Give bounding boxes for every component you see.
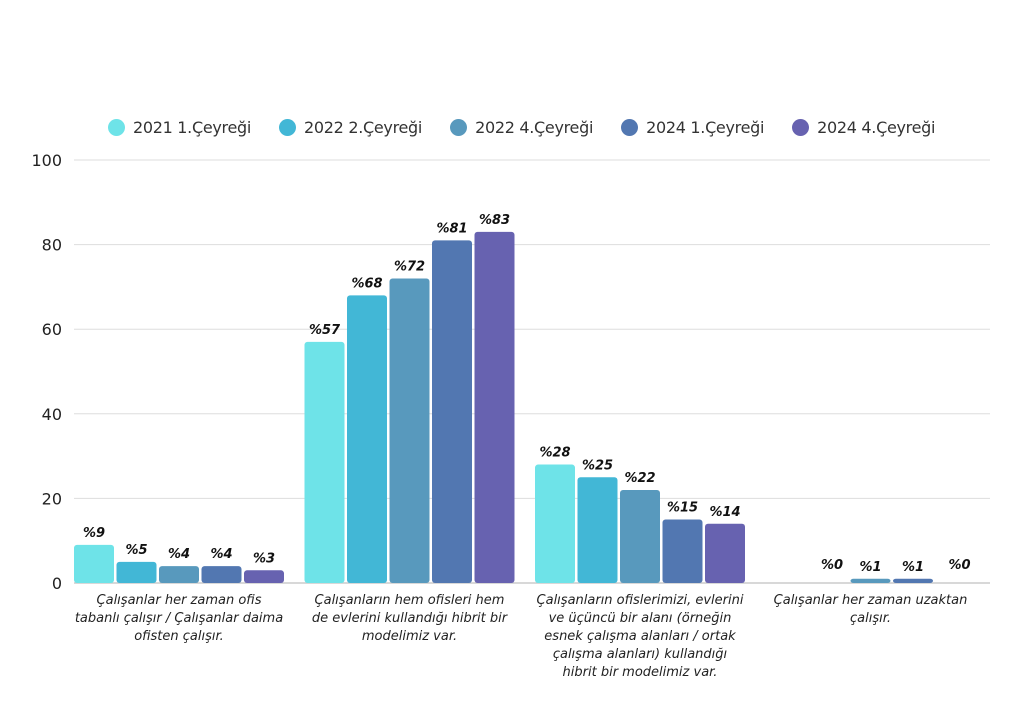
data-label: %15 xyxy=(667,501,698,516)
data-label: %14 xyxy=(709,505,740,520)
data-label: %28 xyxy=(539,446,570,461)
bar xyxy=(244,570,284,583)
data-label: %72 xyxy=(394,259,425,274)
data-label: %81 xyxy=(436,221,467,236)
legend-swatch xyxy=(279,119,297,136)
data-label: %1 xyxy=(902,560,924,575)
bar xyxy=(620,489,660,583)
bar xyxy=(159,566,199,583)
y-tick-label: 40 xyxy=(42,405,62,424)
legend-label: 2024 4.Çeyreği xyxy=(817,118,936,137)
data-label: %0 xyxy=(821,558,843,573)
bar xyxy=(347,295,387,583)
legend-label: 2022 4.Çeyreği xyxy=(475,118,594,137)
bar xyxy=(432,240,472,583)
x-category-label: Çalışanların hem ofisleri hem de evlerin… xyxy=(311,593,508,644)
bar xyxy=(705,523,745,583)
data-label: %4 xyxy=(168,547,190,562)
bar xyxy=(116,561,157,583)
data-label: %5 xyxy=(125,543,147,558)
data-label: %3 xyxy=(253,551,275,566)
bar xyxy=(662,519,703,583)
legend-item: 2022 4.Çeyreği xyxy=(450,118,593,137)
legend-swatch xyxy=(792,119,810,136)
data-label: %9 xyxy=(83,526,105,541)
x-category-label: Çalışanların ofislerimizi, evlerini ve ü… xyxy=(536,593,744,680)
legend-label: 2024 1.Çeyreği xyxy=(646,118,765,137)
y-tick-label: 20 xyxy=(42,489,62,508)
legend: 2021 1.Çeyreği 2022 2.Çeyreği 2022 4.Çeyre… xyxy=(108,118,963,137)
data-label: %0 xyxy=(948,558,970,573)
x-category-label: Çalışanlar her zaman uzaktan çalışır. xyxy=(773,593,968,626)
bar xyxy=(893,578,933,583)
data-label: %68 xyxy=(351,276,382,291)
bar xyxy=(304,341,345,583)
data-label: %25 xyxy=(582,458,613,473)
bar xyxy=(535,464,575,583)
x-category-label: Çalışanlar her zaman ofis tabanlı çalışı… xyxy=(74,593,284,644)
legend-swatch xyxy=(450,119,468,136)
data-label: %4 xyxy=(210,547,232,562)
y-tick-label: 100 xyxy=(31,151,62,170)
data-label: %83 xyxy=(479,213,510,228)
data-label: %22 xyxy=(624,471,655,486)
bar xyxy=(577,477,618,583)
legend-label: 2022 2.Çeyreği xyxy=(304,118,423,137)
legend-item: 2024 4.Çeyreği xyxy=(792,118,935,137)
y-tick-label: 60 xyxy=(42,320,62,339)
legend-item: 2022 2.Çeyreği xyxy=(279,118,422,137)
bar xyxy=(850,578,891,583)
y-tick-label: 80 xyxy=(42,236,62,255)
legend-swatch xyxy=(621,119,639,136)
legend-item: 2021 1.Çeyreği xyxy=(108,118,251,137)
data-label: %57 xyxy=(309,323,341,338)
bar xyxy=(74,544,114,583)
legend-label: 2021 1.Çeyreği xyxy=(133,118,252,137)
bar xyxy=(389,278,430,583)
data-label: %1 xyxy=(859,560,881,575)
bar xyxy=(474,231,515,583)
legend-swatch xyxy=(108,119,125,136)
y-tick-label: 0 xyxy=(52,574,62,593)
legend-item: 2024 1.Çeyreği xyxy=(621,118,764,137)
bar xyxy=(201,566,242,583)
